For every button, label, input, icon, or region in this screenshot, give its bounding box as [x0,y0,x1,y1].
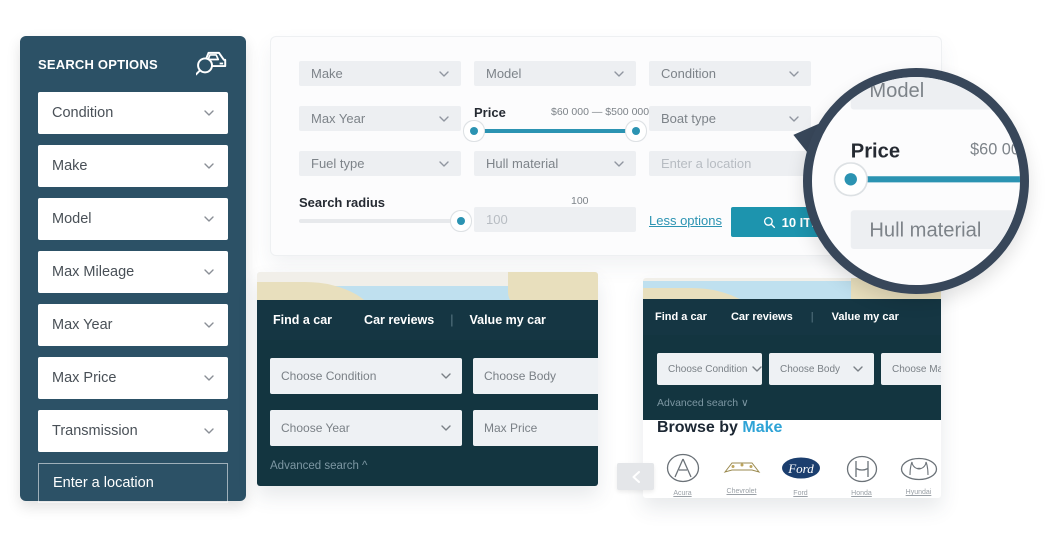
svg-text:Ford: Ford [787,461,814,476]
